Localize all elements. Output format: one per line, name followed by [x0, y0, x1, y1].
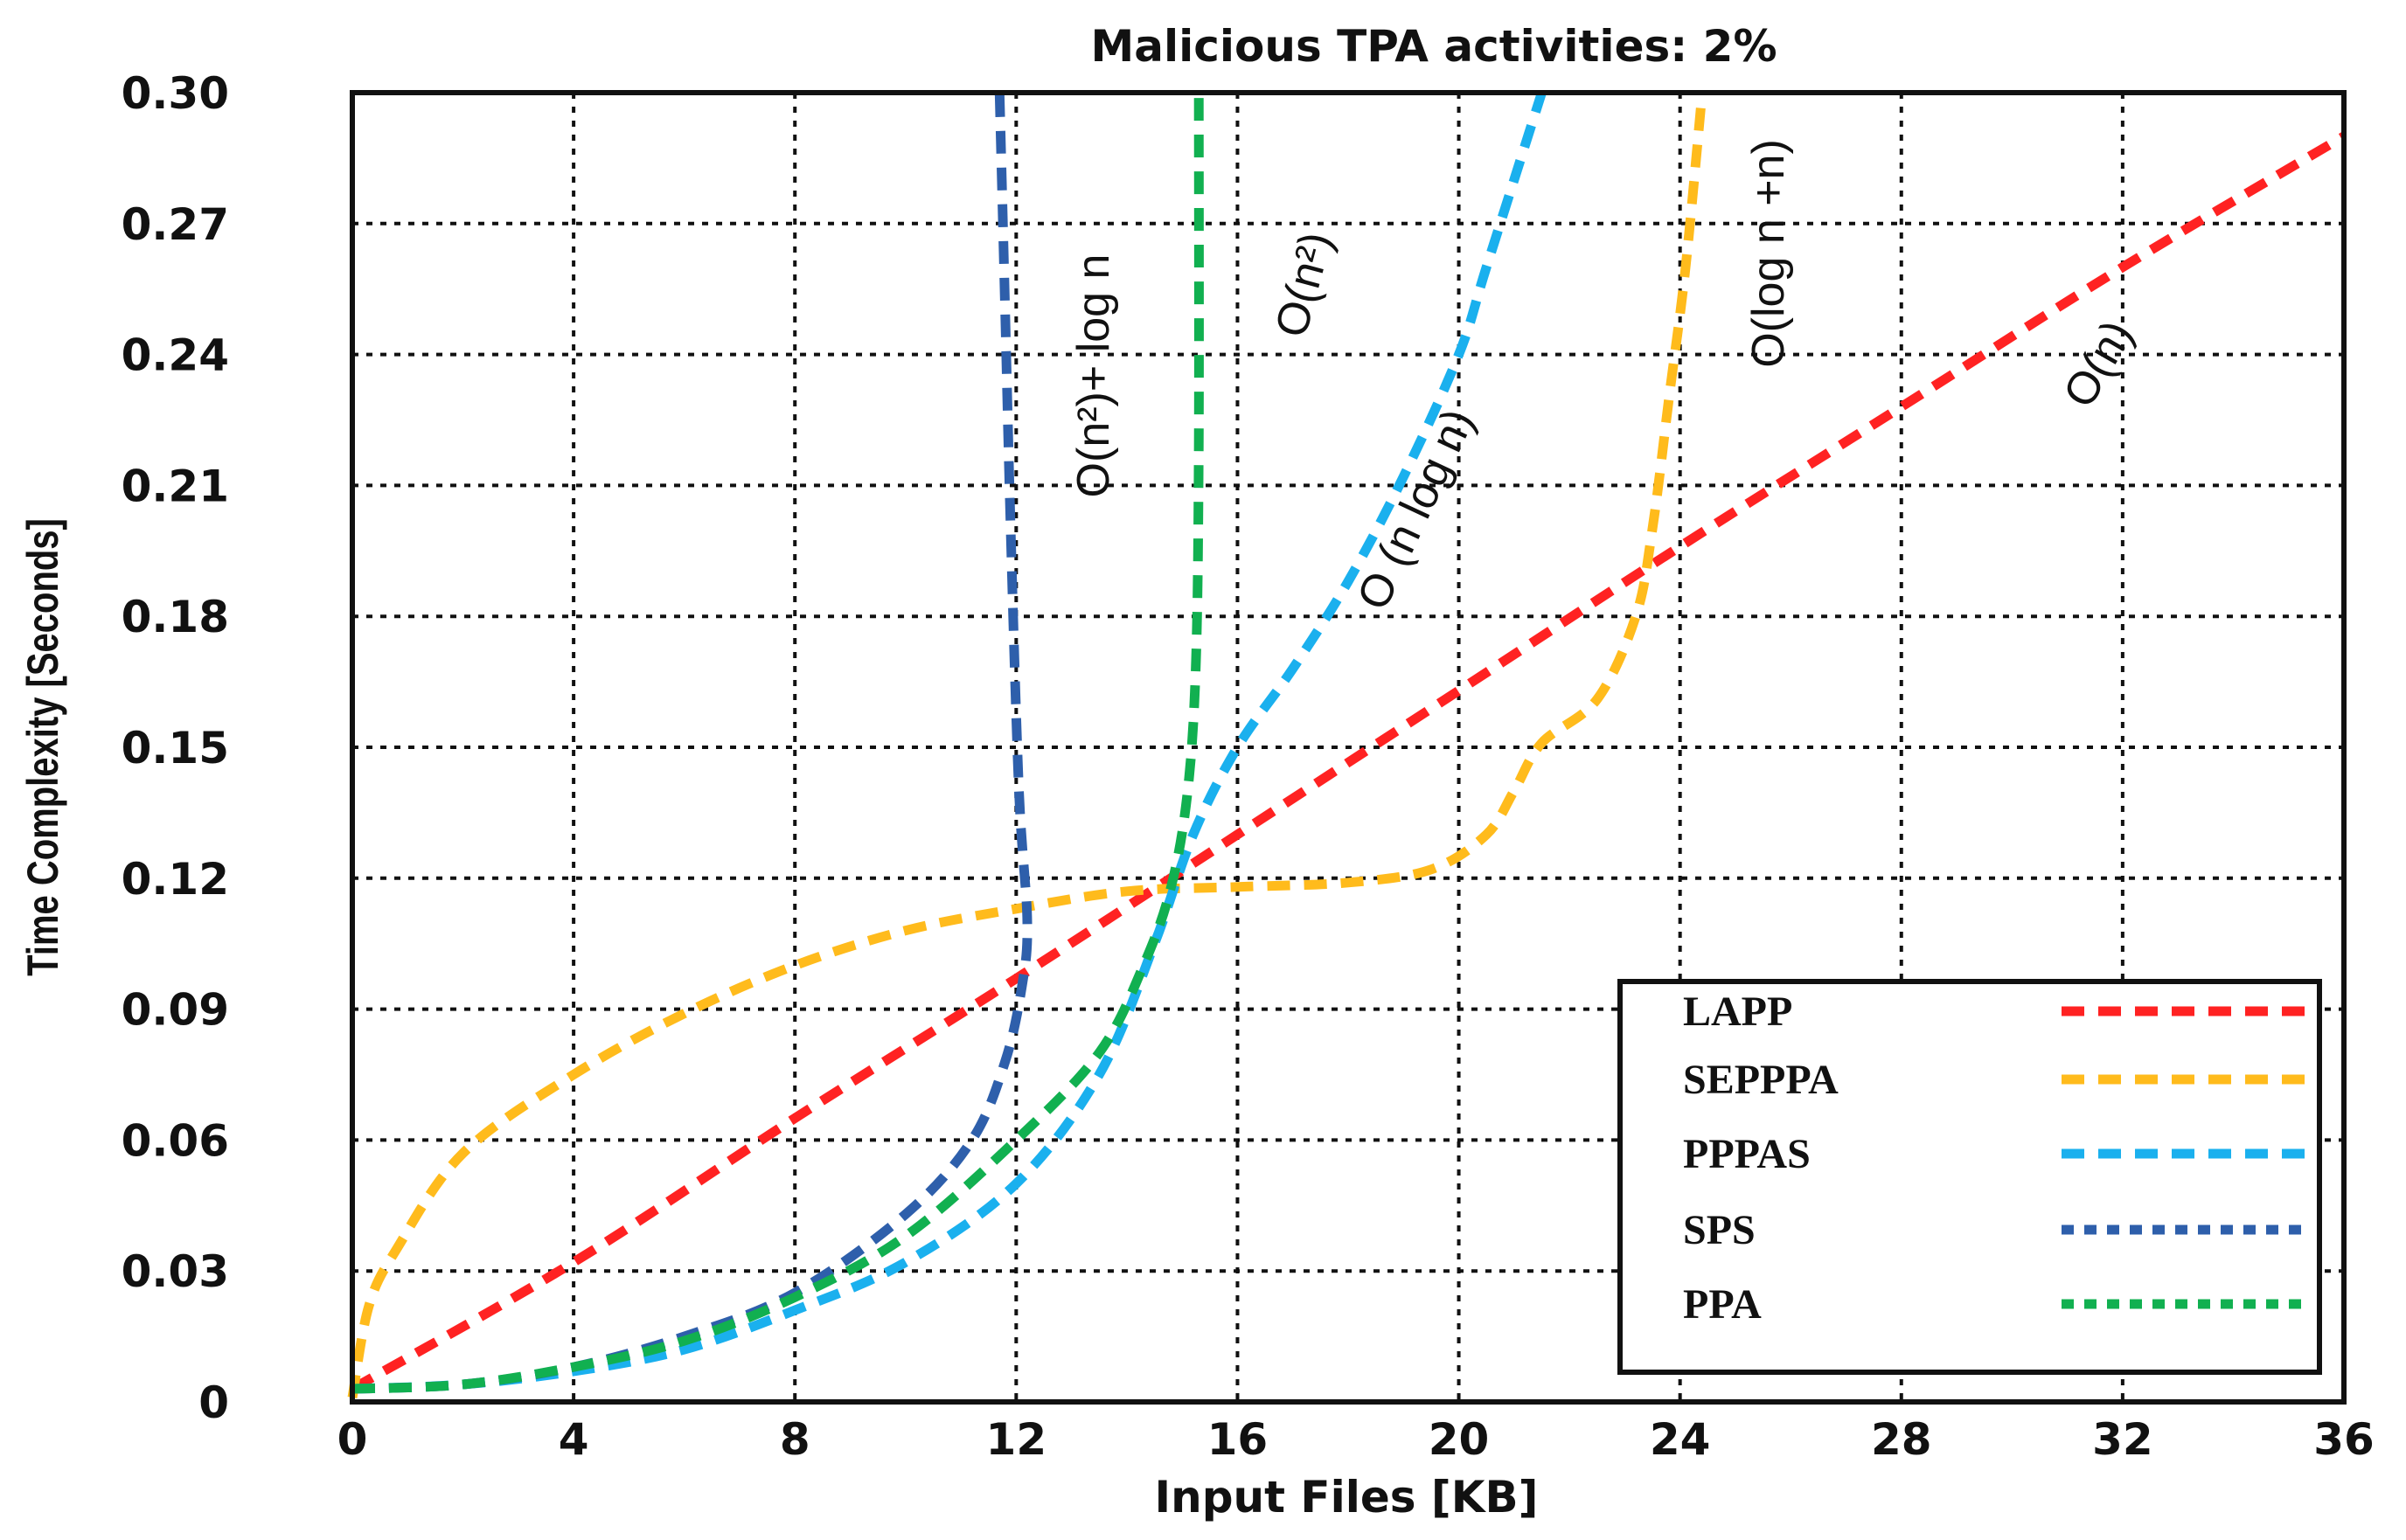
- x-tick-label: 28: [1871, 1414, 1932, 1465]
- plot-frame: [350, 90, 2347, 1405]
- y-tick-label: 0.21: [122, 461, 229, 511]
- y-tick-label: 0.06: [122, 1115, 229, 1166]
- y-tick-label: 0.12: [122, 854, 229, 905]
- series-line-pppas: [351, 91, 1547, 1394]
- legend-label-lapp: LAPP: [1683, 989, 1792, 1035]
- x-tick-label: 4: [559, 1414, 589, 1465]
- x-tick-label: 8: [780, 1414, 810, 1465]
- series-layer: [347, 91, 2347, 1398]
- x-tick-label: 24: [1650, 1414, 1711, 1465]
- y-tick-label: 0: [198, 1377, 229, 1428]
- legend-label-sps: SPS: [1683, 1207, 1756, 1253]
- x-tick-label: 16: [1207, 1414, 1269, 1465]
- y-tick-label: 0.18: [122, 592, 229, 642]
- x-tick-label: 0: [337, 1414, 368, 1465]
- complexity-annotation: O(n): [2054, 312, 2143, 416]
- x-axis-label: Input Files [KB]: [1155, 1472, 1539, 1523]
- x-tick-label: 32: [2092, 1414, 2153, 1465]
- y-axis-ticks: 0 0.03 0.06 0.09 0.12 0.15 0.18 0.21 0.24 0.27 0.3…: [122, 68, 229, 1428]
- complexity-annotation: O (n log n): [1347, 401, 1484, 617]
- y-tick-label: 0.30: [122, 68, 229, 119]
- annotations: O(n²)+ log n O(n²)O (n log n) O(log n +n) O…: [1068, 139, 2143, 617]
- y-tick-label: 0.15: [122, 723, 229, 773]
- y-tick-label: 0.03: [122, 1246, 229, 1297]
- x-tick-label: 36: [2313, 1414, 2375, 1465]
- legend-label-sepppa: SEPPPA: [1683, 1057, 1839, 1103]
- x-axis-ticks: 0 4 8 12 16 20 24 28 32 36: [337, 1414, 2375, 1465]
- legend-label-pppas: PPPAS: [1683, 1131, 1811, 1177]
- complexity-annotation: O(log n +n): [1743, 139, 1794, 368]
- legend-label-ppa: PPA: [1683, 1281, 1762, 1328]
- complexity-annotation: O(n²)+ log n: [1068, 254, 1119, 498]
- series-line-lapp: [350, 132, 2347, 1393]
- x-tick-label: 20: [1429, 1414, 1490, 1465]
- x-tick-label: 12: [986, 1414, 1047, 1465]
- chart-title: Malicious TPA activities: 2%: [1090, 21, 1777, 72]
- series-line-sps: [351, 92, 1033, 1394]
- y-tick-label: 0.24: [122, 330, 229, 381]
- series-line-sepppa: [347, 92, 1707, 1398]
- complexity-annotation: O(n²): [1266, 226, 1342, 342]
- y-tick-label: 0.09: [122, 985, 229, 1036]
- legend: LAPP SEPPPA PPPAS SPS PPA: [1617, 979, 2322, 1375]
- series-line-ppa: [351, 92, 1204, 1394]
- y-axis-label: Time Complexity [Seconds]: [18, 518, 67, 976]
- y-tick-label: 0.27: [122, 199, 229, 250]
